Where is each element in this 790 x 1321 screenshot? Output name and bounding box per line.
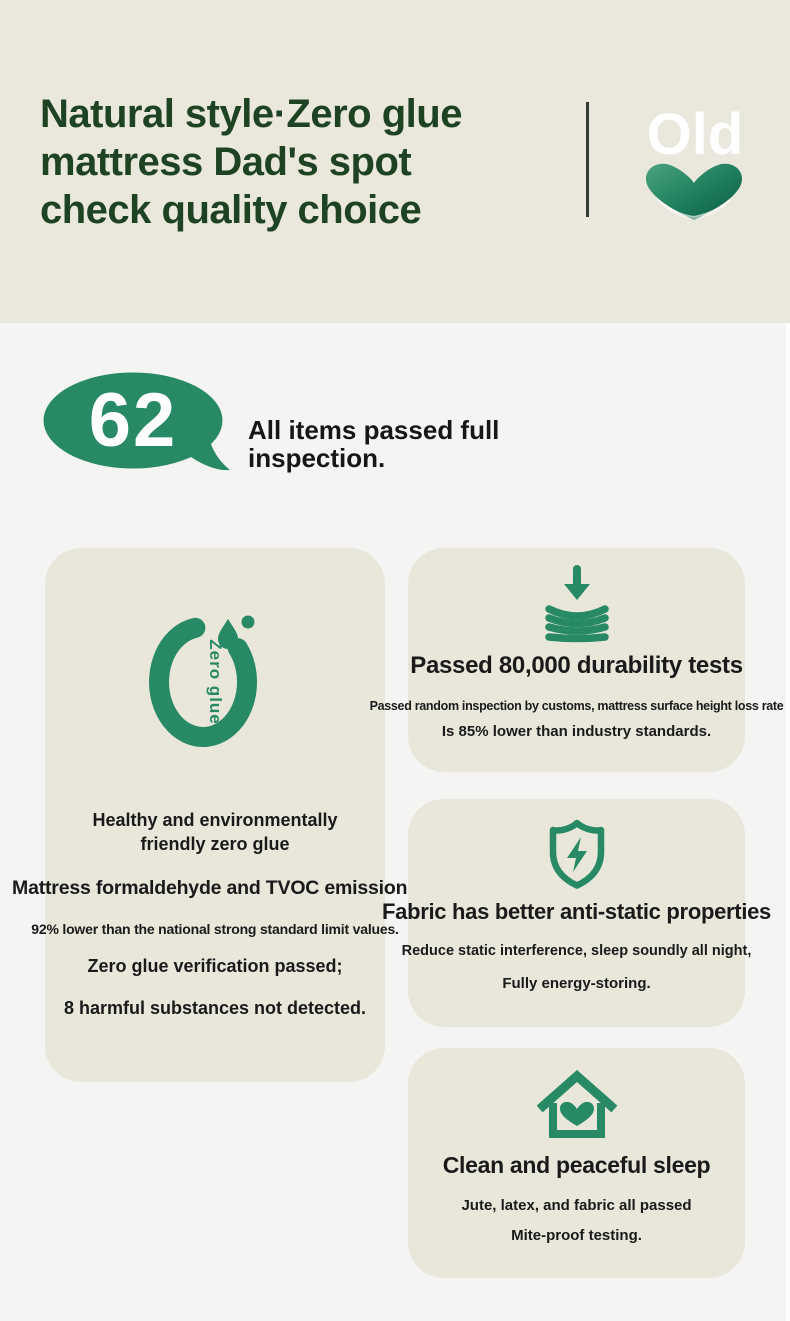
brand-name: Old: [646, 102, 744, 167]
zero-glue-heading-line-1: Healthy and environmentally: [92, 810, 338, 830]
header-section: Natural style·Zero glue mattress Dad's s…: [0, 0, 790, 323]
summary-caption: All items passed full inspection.: [248, 416, 528, 472]
zero-glue-heading: Healthy and environmentally friendly zer…: [45, 808, 385, 856]
heart-icon: [646, 163, 742, 220]
zero-glue-heading-line-2: friendly zero glue: [140, 834, 290, 854]
clean-sleep-title: Clean and peaceful sleep: [442, 1152, 711, 1178]
zero-glue-ring-label: Zero glue: [206, 639, 225, 725]
mattress-compression-icon: [544, 565, 609, 643]
page-title: Natural style·Zero glue mattress Dad's s…: [40, 90, 600, 234]
zero-glue-claim-substances: 8 harmful substances not detected.: [63, 998, 367, 1018]
durability-detail-85-percent: Is 85% lower than industry standards.: [441, 723, 712, 740]
anti-static-title: Fabric has better anti-static properties: [382, 899, 771, 924]
zero-glue-claim-verification: Zero glue verification passed;: [87, 956, 343, 976]
durability-detail-customs: Passed random inspection by customs, mat…: [369, 699, 784, 713]
card-durability: Passed 80,000 durability tests Passed ra…: [370, 548, 784, 772]
zero-glue-ring-icon: [149, 615, 258, 747]
vertical-divider: [586, 102, 589, 217]
droplet-icon: [218, 619, 238, 649]
shield-lightning-icon: [549, 819, 604, 889]
droplet-small-icon: [241, 615, 255, 629]
zero-glue-claim-92-percent: 92% lower than the national strong stand…: [31, 921, 399, 937]
summary-caption-line-1: All items passed full: [248, 415, 500, 445]
clean-sleep-detail-mite-proof: Mite-proof testing.: [511, 1227, 642, 1244]
brand-logo: Old: [630, 100, 760, 230]
house-heart-icon: [536, 1069, 617, 1138]
anti-static-detail-energy: Fully energy-storing.: [502, 975, 651, 992]
zero-glue-claim-emissions: Mattress formaldehyde and TVOC emissions: [12, 877, 418, 899]
clean-sleep-detail-materials: Jute, latex, and fabric all passed: [461, 1197, 692, 1214]
summary-caption-line-2: inspection.: [248, 443, 386, 473]
card-clean-sleep: Clean and peaceful sleep Jute, latex, an…: [408, 1048, 745, 1278]
durability-title: Passed 80,000 durability tests: [410, 652, 743, 679]
title-line-3: check quality choice: [40, 188, 422, 232]
anti-static-detail-interference: Reduce static interference, sleep soundl…: [401, 943, 752, 959]
card-anti-static: Fabric has better anti-static properties…: [382, 799, 771, 1027]
badge-count: 62: [88, 378, 178, 463]
speech-bubble-icon: [43, 372, 230, 471]
title-line-1: Natural style·Zero glue: [40, 92, 462, 136]
heart-small-icon: [559, 1101, 594, 1126]
title-line-2: mattress Dad's spot: [40, 140, 412, 184]
card-zero-glue: Zero glue Healthy and environmentally fr…: [12, 548, 418, 1082]
